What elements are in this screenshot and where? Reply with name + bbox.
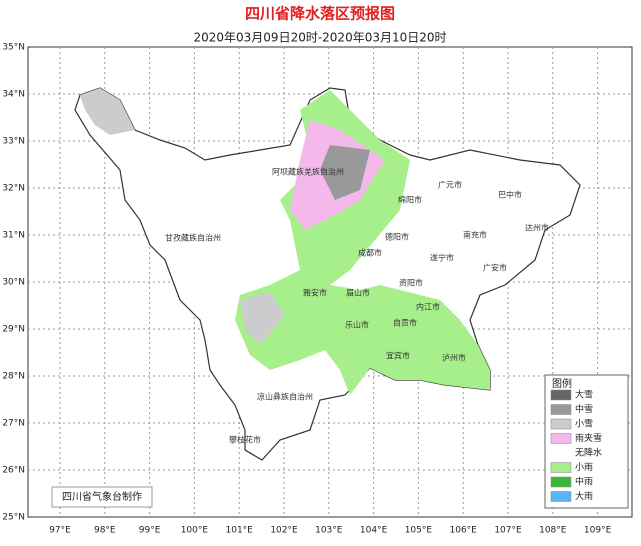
place-label: 宜宾市 xyxy=(386,351,410,361)
place-label: 自贡市 xyxy=(393,318,417,328)
light-rain-area xyxy=(235,90,490,395)
lon-label: 99°E xyxy=(139,526,161,536)
legend-label: 中雪 xyxy=(575,403,593,415)
place-label: 巴中市 xyxy=(498,190,522,200)
legend-swatch xyxy=(551,448,571,458)
legend-label: 雨夹雪 xyxy=(575,432,602,444)
legend-label: 无降水 xyxy=(575,447,602,459)
place-label: 眉山市 xyxy=(346,288,370,298)
place-label: 攀枝花市 xyxy=(229,435,261,445)
lon-label: 105°E xyxy=(405,526,433,536)
lat-label: 31°N xyxy=(2,231,25,241)
legend-label: 大雪 xyxy=(575,389,593,401)
legend-title: 图例 xyxy=(552,377,572,390)
lon-label: 103°E xyxy=(315,526,343,536)
light-snow-area xyxy=(80,88,135,135)
place-label: 资阳市 xyxy=(399,278,423,288)
lon-label: 98°E xyxy=(94,526,116,536)
place-label: 绵阳市 xyxy=(398,195,422,205)
lon-label: 100°E xyxy=(181,526,209,536)
legend-label: 小雪 xyxy=(575,419,593,430)
legend-label: 中雨 xyxy=(575,476,593,488)
place-label: 乐山市 xyxy=(345,320,369,330)
place-label: 泸州市 xyxy=(442,353,466,363)
legend-swatch xyxy=(550,418,572,430)
title: 四川省降水落区预报图 xyxy=(245,5,395,23)
lon-label: 104°E xyxy=(360,526,388,536)
lon-label: 109°E xyxy=(584,526,612,536)
place-label: 南充市 xyxy=(463,230,487,240)
place-label: 德阳市 xyxy=(385,232,409,242)
lat-label: 32°N xyxy=(2,184,25,194)
light-snow-area xyxy=(240,292,285,345)
lat-label: 25°N xyxy=(2,513,25,523)
lat-label: 34°N xyxy=(2,90,25,100)
place-label: 广安市 xyxy=(483,263,507,273)
legend-swatch xyxy=(550,491,572,502)
place-label: 凉山彝族自治州 xyxy=(257,392,313,402)
legend-label: 小雨 xyxy=(575,462,593,473)
place-label: 阿坝藏族羌族自治州 xyxy=(272,167,344,177)
lat-label: 35°N xyxy=(2,43,25,53)
lat-label: 33°N xyxy=(2,137,25,147)
legend-swatch xyxy=(550,476,572,488)
place-label: 成都市 xyxy=(358,248,382,258)
lat-label: 29°N xyxy=(2,325,25,335)
lon-label: 108°E xyxy=(539,526,567,536)
lat-label: 30°N xyxy=(2,278,25,288)
credit-box xyxy=(51,486,153,508)
legend-label: 大雨 xyxy=(575,490,593,502)
place-label: 达州市 xyxy=(525,223,549,233)
place-label: 甘孜藏族自治州 xyxy=(165,233,221,243)
axis-labels: 35°N 34°N 33°N 32°N 31°N 30°N 29°N 28°N 27°N 26°N… xyxy=(2,43,611,536)
lon-label: 102°E xyxy=(270,526,298,536)
lat-label: 27°N xyxy=(2,419,25,429)
place-label: 广元市 xyxy=(438,180,462,190)
legend-swatch xyxy=(550,389,572,401)
credit: 四川省气象台制作 xyxy=(62,490,142,503)
lon-label: 106°E xyxy=(450,526,478,536)
lon-label: 101°E xyxy=(226,526,254,536)
subtitle: 2020年03月09日20时-2020年03月10日20时 xyxy=(193,31,446,45)
lon-label: 97°E xyxy=(49,526,71,536)
place-label: 遂宁市 xyxy=(430,253,454,263)
legend-swatch xyxy=(550,462,572,473)
legend-swatch xyxy=(550,404,572,415)
place-label: 雅安市 xyxy=(303,288,327,298)
lon-label: 107°E xyxy=(494,526,522,536)
moderate-snow-area xyxy=(320,145,370,200)
legend-swatch xyxy=(550,433,572,444)
place-label: 内江市 xyxy=(416,302,440,312)
lat-label: 26°N xyxy=(2,466,25,476)
lat-label: 28°N xyxy=(2,372,25,382)
